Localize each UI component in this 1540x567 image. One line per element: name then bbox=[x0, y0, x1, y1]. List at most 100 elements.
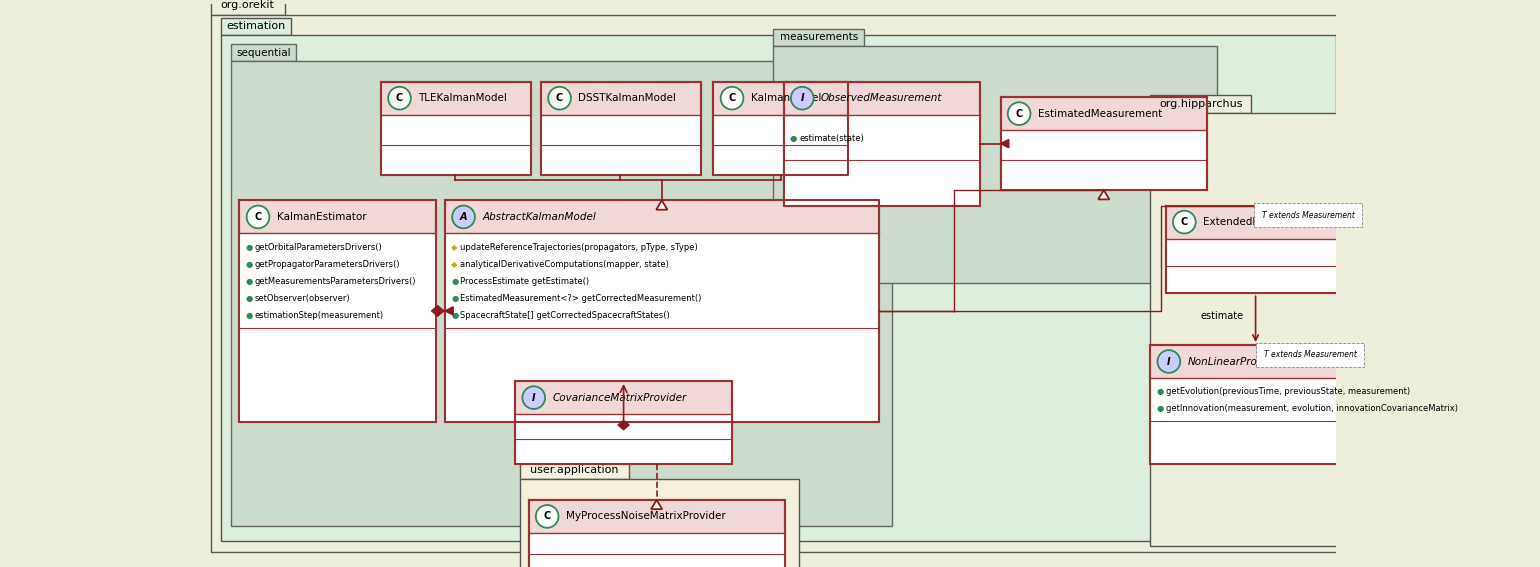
Text: EstimatedMeasurement: EstimatedMeasurement bbox=[1038, 109, 1163, 119]
Text: I: I bbox=[531, 392, 536, 403]
FancyBboxPatch shape bbox=[1150, 345, 1361, 464]
Text: AbstractKalmanModel: AbstractKalmanModel bbox=[482, 212, 596, 222]
Text: sequential: sequential bbox=[237, 48, 291, 58]
Text: TLEKalmanModel: TLEKalmanModel bbox=[417, 93, 507, 103]
Circle shape bbox=[1007, 102, 1030, 125]
Text: CovarianceMatrixProvider: CovarianceMatrixProvider bbox=[553, 392, 687, 403]
Circle shape bbox=[246, 206, 270, 229]
FancyBboxPatch shape bbox=[445, 234, 879, 422]
Text: C: C bbox=[728, 93, 736, 103]
Text: estimate(state): estimate(state) bbox=[799, 134, 864, 143]
Text: getInnovation(measurement, evolution, innovationCovarianceMatrix): getInnovation(measurement, evolution, in… bbox=[1166, 404, 1458, 413]
FancyBboxPatch shape bbox=[784, 115, 979, 206]
FancyBboxPatch shape bbox=[521, 462, 628, 479]
FancyBboxPatch shape bbox=[713, 115, 847, 175]
Text: ●: ● bbox=[246, 243, 253, 252]
Polygon shape bbox=[431, 306, 444, 316]
FancyBboxPatch shape bbox=[231, 61, 892, 526]
Circle shape bbox=[721, 87, 744, 109]
FancyBboxPatch shape bbox=[380, 82, 531, 175]
Text: C: C bbox=[1181, 217, 1187, 227]
Text: ●: ● bbox=[451, 277, 459, 286]
FancyBboxPatch shape bbox=[773, 45, 1218, 283]
FancyBboxPatch shape bbox=[445, 200, 879, 422]
Polygon shape bbox=[651, 500, 662, 509]
FancyBboxPatch shape bbox=[528, 500, 785, 567]
Text: ●: ● bbox=[1157, 387, 1164, 396]
Polygon shape bbox=[1098, 190, 1109, 200]
FancyBboxPatch shape bbox=[1150, 95, 1252, 113]
Circle shape bbox=[792, 87, 813, 109]
Circle shape bbox=[1158, 350, 1180, 373]
Text: getOrbitalParametersDrivers(): getOrbitalParametersDrivers() bbox=[256, 243, 382, 252]
Text: ExtendedKalmanFilter: ExtendedKalmanFilter bbox=[1203, 217, 1317, 227]
Text: T extends Measurement: T extends Measurement bbox=[1264, 350, 1357, 359]
Text: analyticalDerivativeComputations(mapper, state): analyticalDerivativeComputations(mapper,… bbox=[460, 260, 670, 269]
Circle shape bbox=[388, 87, 411, 109]
Text: updateReferenceTrajectories(propagators, pType, sType): updateReferenceTrajectories(propagators,… bbox=[460, 243, 698, 252]
Polygon shape bbox=[656, 200, 667, 210]
Text: estimate: estimate bbox=[1201, 311, 1244, 321]
FancyBboxPatch shape bbox=[220, 18, 291, 35]
Text: NonLinearProcess: NonLinearProcess bbox=[1187, 357, 1280, 366]
FancyBboxPatch shape bbox=[1166, 239, 1360, 293]
FancyBboxPatch shape bbox=[211, 15, 1346, 552]
Polygon shape bbox=[1001, 139, 1009, 148]
Text: C: C bbox=[254, 212, 262, 222]
FancyBboxPatch shape bbox=[211, 0, 285, 15]
FancyBboxPatch shape bbox=[380, 115, 531, 175]
FancyBboxPatch shape bbox=[516, 414, 731, 464]
FancyBboxPatch shape bbox=[516, 381, 731, 464]
Text: ●: ● bbox=[246, 311, 253, 320]
Text: ●: ● bbox=[246, 260, 253, 269]
FancyBboxPatch shape bbox=[1001, 130, 1207, 190]
Text: getEvolution(previousTime, previousState, measurement): getEvolution(previousTime, previousState… bbox=[1166, 387, 1409, 396]
FancyBboxPatch shape bbox=[521, 479, 799, 567]
Text: I: I bbox=[1167, 357, 1170, 366]
Text: estimation: estimation bbox=[226, 22, 285, 31]
Text: C: C bbox=[1015, 109, 1023, 119]
Text: C: C bbox=[556, 93, 564, 103]
Circle shape bbox=[1173, 211, 1195, 234]
Polygon shape bbox=[445, 307, 453, 315]
Text: ProcessEstimate getEstimate(): ProcessEstimate getEstimate() bbox=[460, 277, 590, 286]
Text: T extends Measurement: T extends Measurement bbox=[1261, 211, 1355, 220]
Circle shape bbox=[522, 386, 545, 409]
Text: user.application: user.application bbox=[530, 466, 619, 476]
Text: SpacecraftState[] getCorrectedSpacecraftStates(): SpacecraftState[] getCorrectedSpacecraft… bbox=[460, 311, 670, 320]
FancyBboxPatch shape bbox=[528, 533, 785, 567]
Text: org.orekit: org.orekit bbox=[220, 0, 274, 10]
Polygon shape bbox=[1258, 206, 1267, 214]
Text: setObserver(observer): setObserver(observer) bbox=[256, 294, 351, 303]
Text: DSSTKalmanModel: DSSTKalmanModel bbox=[578, 93, 676, 103]
Text: ●: ● bbox=[451, 294, 459, 303]
Text: KalmanEstimator: KalmanEstimator bbox=[277, 212, 367, 222]
Text: ◆: ◆ bbox=[451, 243, 457, 252]
Text: getPropagatorParametersDrivers(): getPropagatorParametersDrivers() bbox=[256, 260, 400, 269]
FancyBboxPatch shape bbox=[1166, 206, 1360, 293]
Text: C: C bbox=[396, 93, 403, 103]
Text: measurements: measurements bbox=[779, 32, 858, 43]
FancyBboxPatch shape bbox=[239, 200, 436, 422]
FancyBboxPatch shape bbox=[713, 82, 847, 175]
Text: ●: ● bbox=[451, 311, 459, 320]
Text: MyProcessNoiseMatrixProvider: MyProcessNoiseMatrixProvider bbox=[565, 511, 725, 522]
FancyBboxPatch shape bbox=[773, 29, 864, 45]
FancyBboxPatch shape bbox=[239, 234, 436, 422]
FancyBboxPatch shape bbox=[541, 82, 701, 175]
FancyBboxPatch shape bbox=[1150, 113, 1368, 547]
Text: EstimatedMeasurement<?> getCorrectedMeasurement(): EstimatedMeasurement<?> getCorrectedMeas… bbox=[460, 294, 702, 303]
Text: A: A bbox=[460, 212, 467, 222]
FancyBboxPatch shape bbox=[231, 44, 296, 61]
Text: I: I bbox=[801, 93, 804, 103]
Text: C: C bbox=[544, 511, 551, 522]
Text: org.hipparchus: org.hipparchus bbox=[1160, 99, 1243, 109]
Text: KalmanModel: KalmanModel bbox=[750, 93, 821, 103]
Text: ObservedMeasurement: ObservedMeasurement bbox=[821, 93, 942, 103]
Text: ●: ● bbox=[246, 294, 253, 303]
Text: getMeasurementsParametersDrivers(): getMeasurementsParametersDrivers() bbox=[256, 277, 416, 286]
FancyBboxPatch shape bbox=[1150, 378, 1361, 464]
Text: ●: ● bbox=[246, 277, 253, 286]
Circle shape bbox=[453, 206, 474, 229]
Circle shape bbox=[548, 87, 571, 109]
